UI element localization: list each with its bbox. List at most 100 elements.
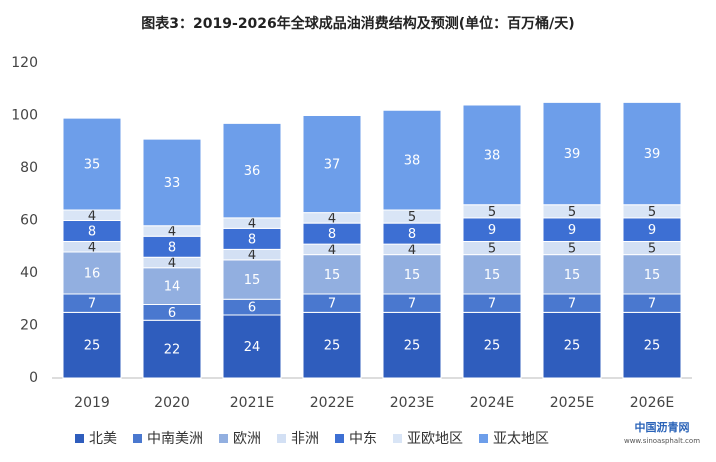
data-label: 8 [168, 240, 176, 255]
bar-segment [62, 251, 122, 295]
data-label: 9 [568, 223, 576, 238]
legend-label: 中东 [349, 431, 377, 447]
data-label: 25 [324, 339, 341, 354]
x-tick-label: 2021E [230, 395, 274, 411]
data-label: 8 [408, 227, 416, 242]
bar-segment [542, 311, 602, 379]
data-label: 4 [328, 211, 336, 226]
x-tick-label: 2022E [310, 395, 354, 411]
bar-segment [302, 254, 362, 295]
data-label: 6 [248, 301, 256, 316]
x-tick-label: 2023E [390, 395, 434, 411]
y-tick-label: 100 [11, 108, 38, 124]
x-tick-label: 2025E [550, 395, 594, 411]
bar-segment [462, 254, 522, 295]
bar-segment [222, 259, 282, 300]
y-tick-label: 0 [29, 370, 38, 386]
data-label: 36 [244, 164, 261, 179]
data-label: 22 [164, 343, 181, 358]
data-label: 7 [328, 297, 336, 312]
legend-label: 中南美洲 [147, 431, 203, 447]
bar-segment [142, 138, 202, 227]
bar-segment [462, 104, 522, 206]
legend-swatch [219, 434, 228, 443]
legend-swatch [133, 434, 142, 443]
bar-segment [462, 311, 522, 379]
bar-segment [382, 109, 442, 211]
data-label: 25 [404, 339, 421, 354]
data-label: 7 [408, 297, 416, 312]
data-label: 25 [484, 339, 501, 354]
bar-segment [142, 267, 202, 305]
data-label: 37 [324, 158, 341, 173]
y-tick-label: 20 [20, 318, 38, 334]
data-label: 8 [88, 225, 96, 240]
legend-swatch [393, 434, 402, 443]
legend-swatch [75, 434, 84, 443]
data-label: 15 [644, 268, 661, 283]
x-tick-label: 2019 [74, 395, 110, 411]
x-tick-label: 2026E [630, 395, 674, 411]
data-label: 4 [328, 243, 336, 258]
data-label: 4 [168, 225, 176, 240]
x-tick-label: 2024E [470, 395, 514, 411]
data-label: 33 [164, 176, 181, 191]
data-label: 6 [168, 306, 176, 321]
bar-segment [142, 319, 202, 379]
data-label: 39 [564, 147, 581, 162]
y-tick-label: 80 [20, 160, 38, 176]
data-label: 15 [324, 268, 341, 283]
data-label: 25 [84, 339, 101, 354]
y-tick-label: 120 [11, 55, 38, 71]
data-label: 4 [168, 256, 176, 271]
data-label: 25 [644, 339, 661, 354]
data-label: 5 [648, 242, 656, 257]
bar-segment [222, 314, 282, 379]
data-label: 8 [328, 227, 336, 242]
legend-label: 北美 [89, 431, 117, 447]
legend-label: 非洲 [291, 431, 319, 447]
data-label: 16 [84, 267, 101, 282]
x-tick-label: 2020 [154, 395, 190, 411]
legend-swatch [479, 434, 488, 443]
data-label: 5 [568, 205, 576, 220]
data-label: 5 [488, 205, 496, 220]
logo-text: 中国沥青网 [635, 420, 690, 434]
data-label: 38 [484, 148, 501, 163]
data-label: 7 [88, 297, 96, 312]
data-label: 4 [88, 240, 96, 255]
legend-label: 亚欧地区 [407, 431, 463, 447]
logo-url: www.sinoasphalt.com [624, 437, 700, 445]
y-tick-label: 40 [20, 265, 38, 281]
bar-segment [542, 254, 602, 295]
bar-segment [302, 311, 362, 379]
data-label: 4 [248, 217, 256, 232]
data-label: 8 [248, 232, 256, 247]
data-label: 15 [484, 268, 501, 283]
data-label: 9 [488, 223, 496, 238]
data-label: 15 [404, 268, 421, 283]
data-label: 7 [568, 297, 576, 312]
bar-segment [222, 122, 282, 219]
data-label: 15 [564, 268, 581, 283]
bar-segment [622, 254, 682, 295]
bar-segment [62, 311, 122, 379]
data-label: 4 [88, 209, 96, 224]
y-tick-label: 60 [20, 213, 38, 229]
data-label: 39 [644, 147, 661, 162]
bar-segment [542, 101, 602, 206]
data-label: 5 [568, 242, 576, 257]
data-label: 38 [404, 154, 421, 169]
legend-swatch [335, 434, 344, 443]
bar-segment [622, 101, 682, 206]
data-label: 9 [648, 223, 656, 238]
bar-segment [302, 115, 362, 214]
data-label: 24 [244, 340, 261, 355]
data-label: 14 [164, 280, 181, 295]
legend-label: 亚太地区 [493, 431, 549, 447]
legend-label: 欧洲 [233, 431, 261, 447]
bar-segment [382, 311, 442, 379]
data-label: 15 [244, 273, 261, 288]
data-label: 35 [84, 158, 101, 173]
